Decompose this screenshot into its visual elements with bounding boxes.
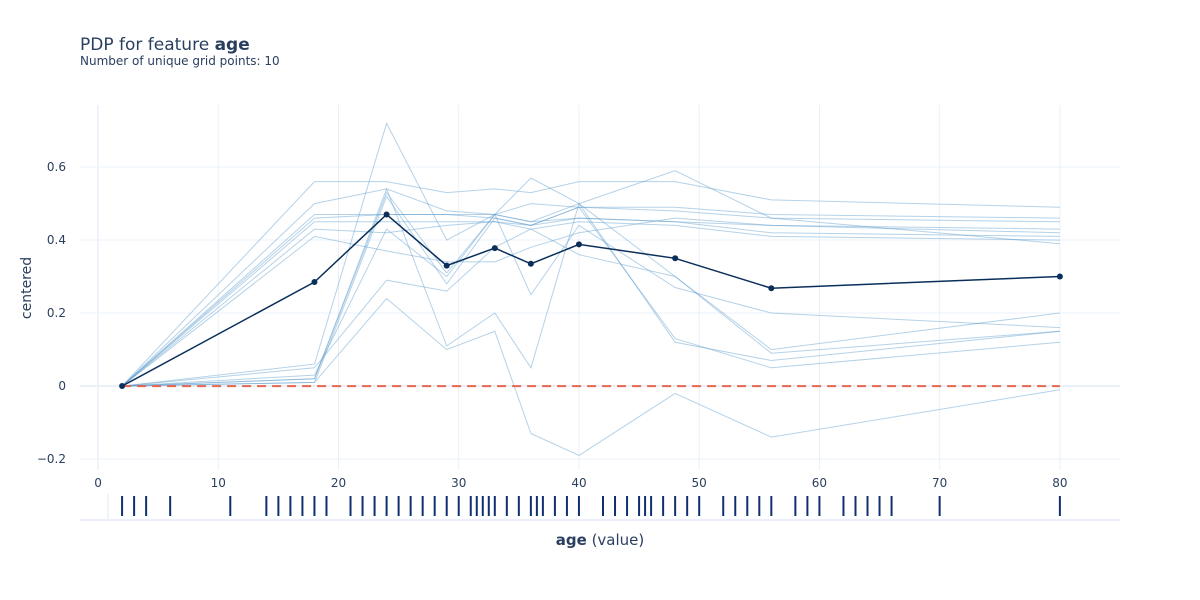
x-axis-label: age (value) xyxy=(556,531,645,549)
ice-line xyxy=(121,221,1060,387)
ice-line xyxy=(122,228,1060,387)
average-pdp-point xyxy=(119,383,126,390)
average-pdp-point xyxy=(575,241,582,248)
y-tick-label: 0.2 xyxy=(47,306,66,320)
ice-line xyxy=(121,214,1060,387)
chart-title: PDP for feature age xyxy=(80,35,250,55)
y-axis-label: centered xyxy=(19,257,35,319)
average-pdp-point xyxy=(527,260,534,267)
ice-line xyxy=(121,188,1060,387)
tick-labels-layer: 0 10 20 30 40 50 60 70 80 −0.2 0 0.2 0.4 0.6 xyxy=(37,160,1068,490)
average-pdp-point xyxy=(491,245,498,252)
rug-layer xyxy=(80,494,1120,521)
y-tick-label: −0.2 xyxy=(37,452,66,466)
grid-layer xyxy=(80,105,1120,470)
average-line-layer xyxy=(119,211,1063,390)
x-tick-label: 50 xyxy=(692,476,707,490)
x-tick-label: 20 xyxy=(331,476,346,490)
ice-line xyxy=(121,181,1060,387)
average-pdp-point xyxy=(443,262,450,269)
x-axis-label-feature: age xyxy=(556,531,587,549)
ice-line xyxy=(121,206,1060,387)
x-tick-label: 0 xyxy=(94,476,102,490)
ice-line xyxy=(122,195,1060,387)
y-tick-label: 0 xyxy=(58,379,66,393)
ice-line xyxy=(121,217,1060,387)
average-pdp-point xyxy=(1056,273,1063,280)
ice-line xyxy=(121,217,1060,387)
y-tick-label: 0.6 xyxy=(47,160,66,174)
average-pdp-point xyxy=(768,285,775,292)
average-pdp-point xyxy=(311,279,318,286)
y-tick-label: 0.4 xyxy=(47,233,66,247)
ice-line xyxy=(122,170,1060,387)
title-feature: age xyxy=(214,35,250,55)
ice-line xyxy=(122,191,1060,387)
ice-line xyxy=(122,121,1060,387)
x-axis-label-unit: (value) xyxy=(587,531,644,549)
x-tick-label: 30 xyxy=(451,476,466,490)
ice-lines-layer xyxy=(121,121,1060,456)
average-pdp-point xyxy=(383,211,390,218)
average-pdp-line xyxy=(121,213,1060,387)
x-tick-label: 70 xyxy=(932,476,947,490)
chart-subtitle: Number of unique grid points: 10 xyxy=(80,54,280,68)
x-tick-label: 60 xyxy=(812,476,827,490)
x-tick-label: 40 xyxy=(571,476,586,490)
ice-line xyxy=(122,297,1060,456)
x-tick-label: 10 xyxy=(211,476,226,490)
ice-line xyxy=(122,213,1060,387)
average-pdp-point xyxy=(672,255,679,262)
x-tick-label: 80 xyxy=(1052,476,1067,490)
